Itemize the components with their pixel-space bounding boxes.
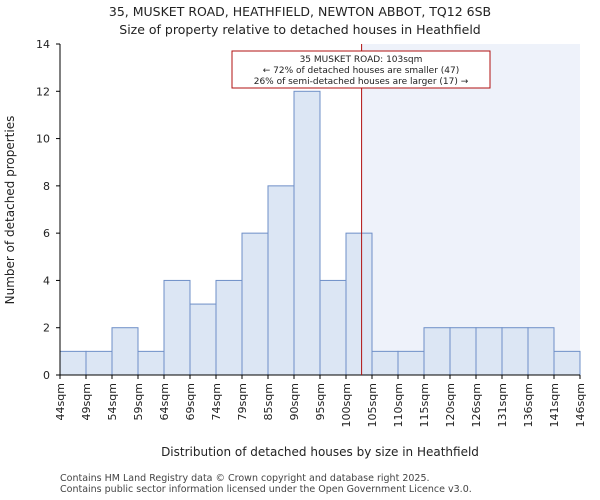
x-tick-label-44sqm: 44sqm — [54, 383, 67, 420]
y-axis-label: Number of detached properties — [3, 116, 17, 305]
x-tick-label-136sqm: 136sqm — [522, 383, 535, 427]
chart-title: 35, MUSKET ROAD, HEATHFIELD, NEWTON ABBO… — [108, 4, 492, 19]
x-tick-label-95sqm: 95sqm — [314, 383, 327, 420]
x-tick-label-85sqm: 85sqm — [262, 383, 275, 420]
x-tick-label-115sqm: 115sqm — [418, 383, 431, 427]
bars-group — [59, 90, 581, 376]
x-tick-label-120sqm: 120sqm — [444, 383, 457, 427]
x-tick-label-74sqm: 74sqm — [210, 383, 223, 420]
chart-subtitle: Size of property relative to detached ho… — [119, 22, 481, 37]
x-tick-label-100sqm: 100sqm — [340, 383, 353, 427]
x-axis: 44sqm 49sqm 54sqm 59sqm 64sqm 69sqm 74sqm 79sqm… — [54, 374, 587, 427]
x-tick-label-79sqm: 79sqm — [236, 383, 249, 420]
x-axis-label: Distribution of detached houses by size … — [161, 445, 479, 459]
y-tick-label-10: 10 — [36, 133, 50, 146]
y-tick-label-2: 2 — [43, 322, 50, 335]
bar-110sqm — [397, 350, 425, 376]
y-tick-label-14: 14 — [36, 38, 50, 51]
larger-region-shade — [361, 44, 580, 375]
bar-chart: 0 2 4 6 8 10 12 14 44sqm 49sqm 54sqm 59sqm 64sqm 69s… — [3, 38, 587, 459]
bar-59sqm — [137, 350, 165, 376]
bar-105sqm — [371, 350, 399, 376]
footer-line-1: Contains HM Land Registry data © Crown c… — [60, 473, 430, 484]
annotation-line-2: ← 72% of detached houses are smaller (47… — [263, 66, 460, 76]
bar-136sqm — [527, 327, 555, 376]
bar-141sqm — [553, 350, 581, 376]
annotation-box — [231, 50, 491, 89]
x-tick-label-146sqm: 146sqm — [574, 383, 587, 427]
y-axis: 0 2 4 6 8 10 12 14 — [36, 38, 61, 382]
bar-126sqm — [475, 327, 503, 376]
y-tick-label-8: 8 — [43, 180, 50, 193]
bar-79sqm — [241, 232, 269, 376]
x-tick-label-54sqm: 54sqm — [106, 383, 119, 420]
bar-100sqm — [345, 232, 373, 376]
bar-90sqm — [293, 90, 321, 376]
x-tick-label-49sqm: 49sqm — [80, 383, 93, 420]
x-tick-label-90sqm: 90sqm — [288, 383, 301, 420]
y-tick-label-0: 0 — [43, 369, 50, 382]
annotation-line-1: 35 MUSKET ROAD: 103sqm — [300, 55, 423, 65]
bar-95sqm — [319, 279, 347, 376]
bar-74sqm — [215, 279, 243, 376]
bar-131sqm — [501, 327, 529, 376]
x-tick-label-131sqm: 131sqm — [496, 383, 509, 427]
footer-line-2: Contains public sector information licen… — [60, 484, 472, 495]
bar-54sqm — [111, 327, 139, 376]
x-tick-label-126sqm: 126sqm — [470, 383, 483, 427]
x-tick-label-110sqm: 110sqm — [392, 383, 405, 427]
bar-69sqm — [189, 303, 217, 376]
bar-49sqm — [85, 350, 113, 376]
bar-64sqm — [163, 279, 191, 376]
bar-85sqm — [267, 185, 295, 376]
x-tick-label-59sqm: 59sqm — [132, 383, 145, 420]
y-tick-label-12: 12 — [36, 85, 50, 98]
y-tick-label-4: 4 — [43, 274, 50, 287]
x-tick-label-69sqm: 69sqm — [184, 383, 197, 420]
bar-115sqm — [423, 327, 451, 376]
x-tick-label-105sqm: 105sqm — [366, 383, 379, 427]
bar-44sqm — [59, 350, 87, 376]
x-tick-label-141sqm: 141sqm — [548, 383, 561, 427]
y-tick-label-6: 6 — [43, 227, 50, 240]
annotation-line-3: 26% of semi-detached houses are larger (… — [254, 77, 469, 87]
bar-120sqm — [449, 327, 477, 376]
x-tick-label-64sqm: 64sqm — [158, 383, 171, 420]
